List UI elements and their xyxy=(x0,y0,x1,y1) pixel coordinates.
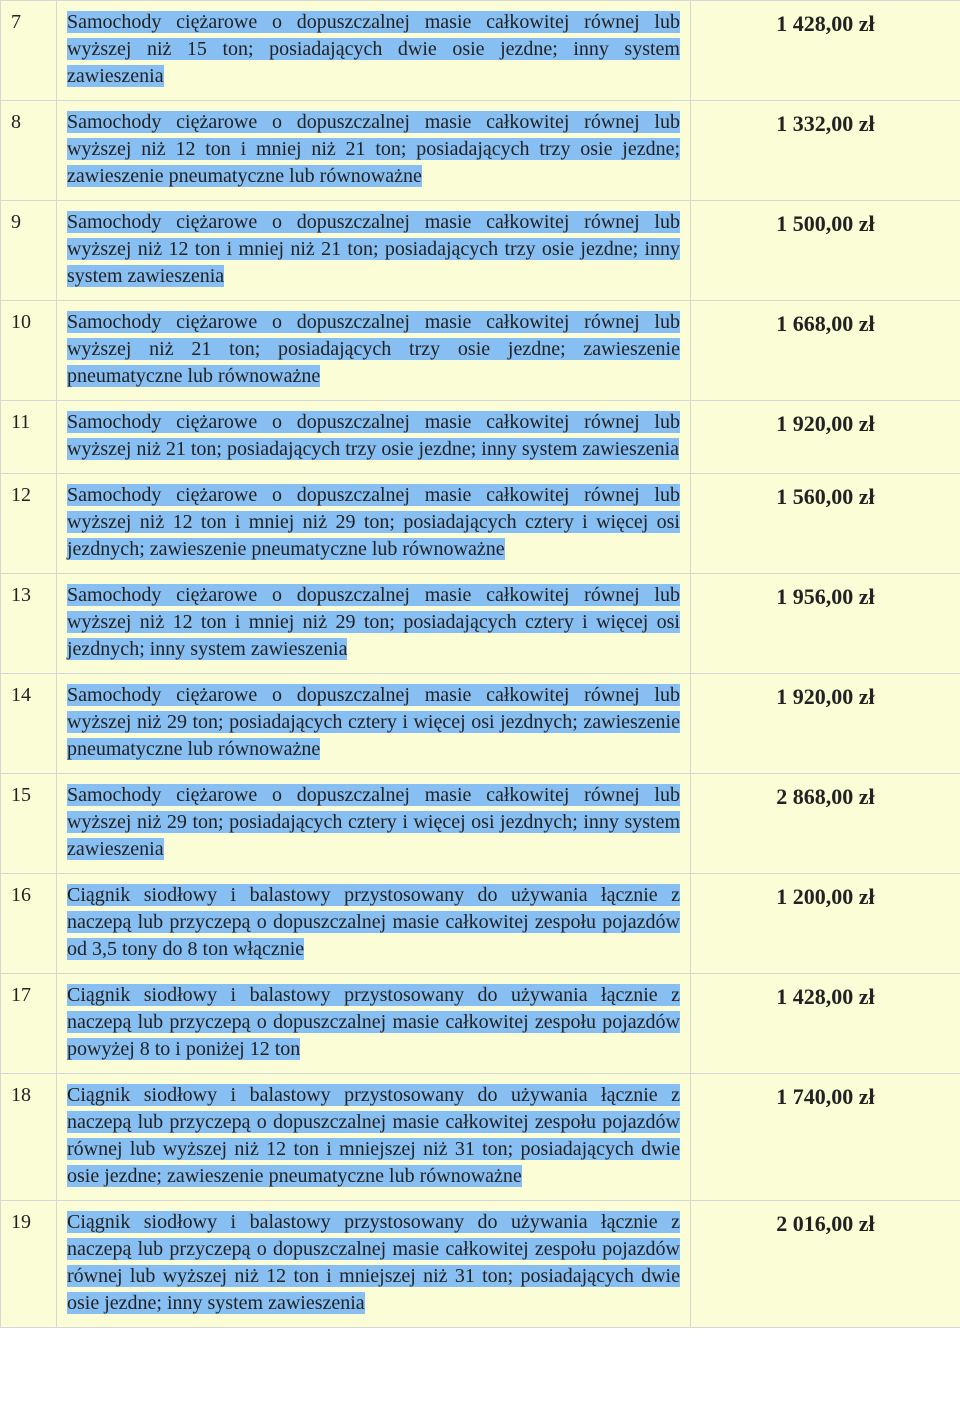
row-description: Ciągnik siodłowy i balastowy przystosowa… xyxy=(57,1201,691,1328)
row-number: 7 xyxy=(1,1,57,101)
row-number: 12 xyxy=(1,474,57,574)
row-description-text: Samochody ciężarowe o dopuszczalnej masi… xyxy=(67,484,680,560)
row-price: 1 500,00 zł xyxy=(691,201,960,301)
row-price: 2 016,00 zł xyxy=(691,1201,960,1328)
row-description-text: Samochody ciężarowe o dopuszczalnej masi… xyxy=(67,111,680,187)
row-price: 2 868,00 zł xyxy=(691,774,960,874)
row-description: Samochody ciężarowe o dopuszczalnej masi… xyxy=(57,1,691,101)
row-description: Samochody ciężarowe o dopuszczalnej masi… xyxy=(57,401,691,474)
table-row: 8Samochody ciężarowe o dopuszczalnej mas… xyxy=(1,101,960,201)
row-description: Samochody ciężarowe o dopuszczalnej masi… xyxy=(57,674,691,774)
table-row: 14Samochody ciężarowe o dopuszczalnej ma… xyxy=(1,674,960,774)
table-row: 19Ciągnik siodłowy i balastowy przystoso… xyxy=(1,1201,960,1328)
row-price: 1 920,00 zł xyxy=(691,674,960,774)
row-price: 1 200,00 zł xyxy=(691,874,960,974)
row-description-text: Samochody ciężarowe o dopuszczalnej masi… xyxy=(67,411,680,460)
row-number: 15 xyxy=(1,774,57,874)
row-description-text: Ciągnik siodłowy i balastowy przystosowa… xyxy=(67,884,680,960)
table-row: 17Ciągnik siodłowy i balastowy przystoso… xyxy=(1,974,960,1074)
row-description: Ciągnik siodłowy i balastowy przystosowa… xyxy=(57,1074,691,1201)
row-price: 1 740,00 zł xyxy=(691,1074,960,1201)
row-number: 14 xyxy=(1,674,57,774)
row-price: 1 668,00 zł xyxy=(691,301,960,401)
row-price: 1 428,00 zł xyxy=(691,974,960,1074)
row-price: 1 428,00 zł xyxy=(691,1,960,101)
row-description-text: Samochody ciężarowe o dopuszczalnej masi… xyxy=(67,11,680,87)
row-number: 9 xyxy=(1,201,57,301)
row-price: 1 332,00 zł xyxy=(691,101,960,201)
row-number: 10 xyxy=(1,301,57,401)
table-row: 18Ciągnik siodłowy i balastowy przystoso… xyxy=(1,1074,960,1201)
table-row: 15Samochody ciężarowe o dopuszczalnej ma… xyxy=(1,774,960,874)
row-number: 19 xyxy=(1,1201,57,1328)
row-number: 8 xyxy=(1,101,57,201)
row-description: Ciągnik siodłowy i balastowy przystosowa… xyxy=(57,974,691,1074)
row-number: 11 xyxy=(1,401,57,474)
tax-table: 7Samochody ciężarowe o dopuszczalnej mas… xyxy=(0,0,960,1328)
row-description-text: Ciągnik siodłowy i balastowy przystosowa… xyxy=(67,984,680,1060)
row-description: Samochody ciężarowe o dopuszczalnej masi… xyxy=(57,474,691,574)
row-description: Samochody ciężarowe o dopuszczalnej masi… xyxy=(57,301,691,401)
row-description-text: Samochody ciężarowe o dopuszczalnej masi… xyxy=(67,784,680,860)
table-row: 7Samochody ciężarowe o dopuszczalnej mas… xyxy=(1,1,960,101)
row-description-text: Samochody ciężarowe o dopuszczalnej masi… xyxy=(67,684,680,760)
row-description-text: Samochody ciężarowe o dopuszczalnej masi… xyxy=(67,584,680,660)
row-description: Ciągnik siodłowy i balastowy przystosowa… xyxy=(57,874,691,974)
row-number: 17 xyxy=(1,974,57,1074)
table-row: 16Ciągnik siodłowy i balastowy przystoso… xyxy=(1,874,960,974)
row-description-text: Ciągnik siodłowy i balastowy przystosowa… xyxy=(67,1084,680,1187)
row-price: 1 560,00 zł xyxy=(691,474,960,574)
table-row: 10Samochody ciężarowe o dopuszczalnej ma… xyxy=(1,301,960,401)
row-number: 16 xyxy=(1,874,57,974)
row-description: Samochody ciężarowe o dopuszczalnej masi… xyxy=(57,774,691,874)
row-description: Samochody ciężarowe o dopuszczalnej masi… xyxy=(57,201,691,301)
table-row: 9Samochody ciężarowe o dopuszczalnej mas… xyxy=(1,201,960,301)
row-number: 13 xyxy=(1,574,57,674)
row-number: 18 xyxy=(1,1074,57,1201)
row-description: Samochody ciężarowe o dopuszczalnej masi… xyxy=(57,574,691,674)
table-row: 12Samochody ciężarowe o dopuszczalnej ma… xyxy=(1,474,960,574)
table-row: 13Samochody ciężarowe o dopuszczalnej ma… xyxy=(1,574,960,674)
row-description-text: Ciągnik siodłowy i balastowy przystosowa… xyxy=(67,1211,680,1314)
row-description: Samochody ciężarowe o dopuszczalnej masi… xyxy=(57,101,691,201)
row-description-text: Samochody ciężarowe o dopuszczalnej masi… xyxy=(67,211,680,287)
tax-table-body: 7Samochody ciężarowe o dopuszczalnej mas… xyxy=(1,1,960,1328)
row-price: 1 920,00 zł xyxy=(691,401,960,474)
row-description-text: Samochody ciężarowe o dopuszczalnej masi… xyxy=(67,311,680,387)
row-price: 1 956,00 zł xyxy=(691,574,960,674)
table-row: 11Samochody ciężarowe o dopuszczalnej ma… xyxy=(1,401,960,474)
